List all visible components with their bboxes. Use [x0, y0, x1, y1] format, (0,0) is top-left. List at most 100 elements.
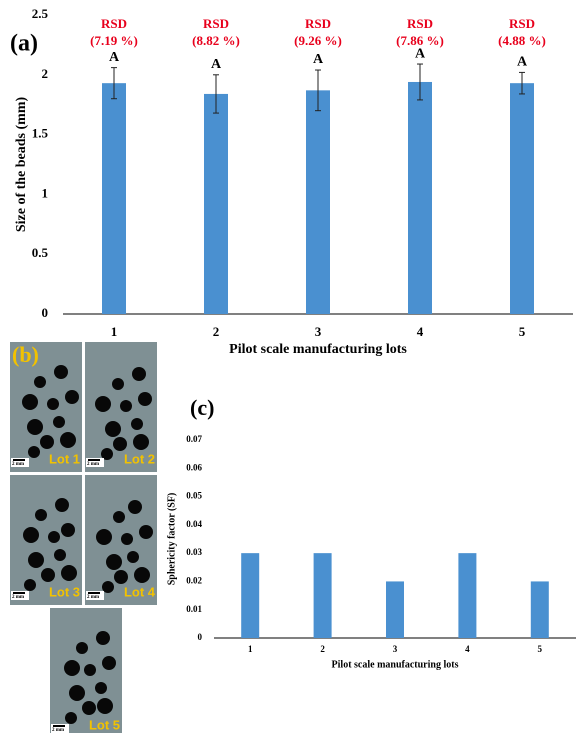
lot-photo: 2 mm Lot 2	[85, 342, 157, 472]
bead	[138, 392, 152, 406]
lot-label: Lot 2	[124, 451, 155, 466]
lot-photo: 2 mm Lot 3	[10, 475, 82, 605]
y-tick-label: 0.07	[186, 434, 202, 444]
bead	[84, 664, 96, 676]
y-tick-label: 1	[42, 185, 49, 200]
bead	[48, 531, 60, 543]
y-tick-label: 2.5	[32, 6, 49, 21]
rsd-label: (9.26 %)	[294, 33, 342, 48]
y-tick-label: 0.01	[186, 604, 202, 614]
group-letter: A	[517, 55, 528, 70]
lot-photo: 2 mm Lot 1	[10, 342, 82, 472]
bead	[35, 509, 47, 521]
x-tick-label: 4	[465, 644, 470, 654]
bar	[386, 581, 404, 638]
x-tick-label: 4	[417, 324, 424, 339]
bead	[61, 523, 75, 537]
scale-label: 2 mm	[52, 728, 65, 733]
lot-label: Lot 3	[49, 584, 80, 599]
bead	[121, 533, 133, 545]
bar	[102, 83, 126, 314]
bead	[65, 390, 79, 404]
error-bar	[213, 74, 219, 114]
y-tick-label: 0	[198, 632, 203, 642]
group-letter: A	[415, 46, 426, 61]
y-tick-label: 0.04	[186, 519, 202, 529]
x-axis-title: Pilot scale manufacturing lots	[229, 342, 407, 357]
bead	[133, 434, 149, 450]
rsd-title: RSD	[305, 16, 331, 31]
bead	[139, 525, 153, 539]
y-tick-label: 2	[42, 66, 49, 81]
group-letter: A	[211, 57, 222, 72]
bar	[241, 553, 260, 638]
lot-label: Lot 1	[49, 451, 80, 466]
scale-label: 2 mm	[12, 462, 25, 467]
rsd-title: RSD	[101, 16, 127, 31]
bead	[131, 418, 143, 430]
bar	[530, 581, 549, 638]
bead	[96, 631, 110, 645]
bead	[127, 551, 139, 563]
x-tick-label: 5	[538, 644, 543, 654]
bead	[76, 642, 88, 654]
bead	[55, 498, 69, 512]
bar	[313, 553, 332, 638]
lot-photo: 2 mm Lot 4	[85, 475, 157, 605]
bar	[510, 83, 534, 314]
bead	[96, 529, 112, 545]
group-letter: A	[109, 50, 120, 65]
bead	[69, 685, 85, 701]
rsd-title: RSD	[509, 16, 535, 31]
x-axis-title: Pilot scale manufacturing lots	[332, 659, 459, 670]
bead	[54, 365, 68, 379]
bead	[120, 400, 132, 412]
bead	[27, 419, 43, 435]
bead	[95, 396, 111, 412]
y-tick-label: 0.03	[186, 547, 202, 557]
bead	[28, 446, 40, 458]
y-tick-label: 1.5	[32, 126, 49, 141]
bead	[113, 511, 125, 523]
bead	[112, 378, 124, 390]
bead	[22, 394, 38, 410]
y-tick-label: 0.02	[186, 575, 202, 585]
x-tick-label: 1	[248, 644, 253, 654]
lot-photo: 2 mm Lot 5	[50, 608, 122, 733]
bead	[101, 448, 113, 460]
scale-bar-bg	[11, 458, 29, 467]
rsd-title: RSD	[407, 16, 433, 31]
panel-label: (b)	[12, 342, 39, 367]
error-bar	[315, 69, 321, 112]
x-tick-label: 2	[320, 644, 325, 654]
bar	[204, 93, 228, 314]
y-tick-label: 0.5	[32, 245, 49, 260]
bead	[47, 398, 59, 410]
panel-label: (a)	[10, 31, 38, 57]
bead	[102, 656, 116, 670]
scale-bar-bg	[86, 458, 104, 467]
bead	[102, 581, 114, 593]
bar	[458, 553, 477, 638]
bead	[64, 660, 80, 676]
bead	[95, 682, 107, 694]
y-tick-label: 0.06	[186, 462, 202, 472]
scale-label: 2 mm	[12, 595, 25, 600]
bead	[34, 376, 46, 388]
bead	[65, 712, 77, 724]
x-tick-label: 3	[315, 324, 322, 339]
rsd-label: (7.86 %)	[396, 33, 444, 48]
y-tick-label: 0	[42, 305, 49, 320]
y-axis-title: Size of the beads (mm)	[14, 97, 29, 233]
scale-label: 2 mm	[87, 595, 100, 600]
bead	[114, 570, 128, 584]
bead	[41, 568, 55, 582]
x-tick-label: 3	[393, 644, 398, 654]
rsd-label: (8.82 %)	[192, 33, 240, 48]
error-bar	[417, 63, 423, 101]
bead	[40, 435, 54, 449]
rsd-label: (4.88 %)	[498, 33, 546, 48]
x-tick-label: 1	[111, 324, 118, 339]
bead	[132, 367, 146, 381]
